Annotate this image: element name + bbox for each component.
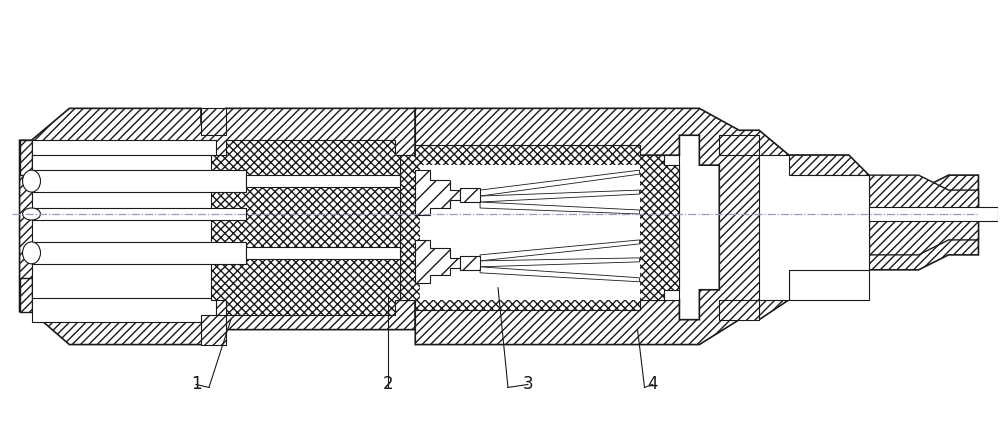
Polygon shape [789, 155, 869, 300]
Polygon shape [32, 242, 246, 264]
Polygon shape [20, 278, 32, 312]
Text: 4: 4 [647, 375, 658, 393]
Text: 2: 2 [383, 375, 394, 393]
Polygon shape [32, 155, 216, 298]
Polygon shape [480, 240, 640, 261]
Polygon shape [869, 207, 998, 221]
Polygon shape [460, 188, 480, 202]
Polygon shape [719, 135, 759, 155]
Polygon shape [32, 140, 216, 322]
Polygon shape [480, 170, 640, 196]
Polygon shape [201, 315, 226, 344]
Polygon shape [32, 208, 246, 220]
Polygon shape [869, 175, 978, 255]
Polygon shape [400, 145, 679, 310]
Polygon shape [246, 175, 400, 187]
Polygon shape [201, 109, 226, 135]
Polygon shape [415, 170, 460, 215]
Polygon shape [759, 155, 869, 300]
Ellipse shape [23, 242, 40, 264]
Ellipse shape [23, 170, 40, 192]
Polygon shape [789, 220, 869, 300]
Polygon shape [460, 256, 480, 270]
Polygon shape [20, 140, 32, 175]
Polygon shape [415, 240, 460, 283]
Polygon shape [480, 267, 640, 282]
Polygon shape [719, 300, 759, 320]
Polygon shape [246, 247, 400, 259]
Polygon shape [480, 190, 640, 202]
Polygon shape [480, 258, 640, 267]
Polygon shape [420, 165, 640, 300]
Ellipse shape [23, 208, 40, 220]
Text: 1: 1 [191, 375, 201, 393]
Polygon shape [789, 175, 869, 255]
Polygon shape [480, 202, 640, 214]
Polygon shape [415, 155, 679, 300]
Polygon shape [32, 170, 246, 192]
Text: 3: 3 [523, 375, 533, 393]
Polygon shape [415, 109, 978, 344]
Polygon shape [20, 109, 415, 344]
Polygon shape [211, 140, 415, 315]
